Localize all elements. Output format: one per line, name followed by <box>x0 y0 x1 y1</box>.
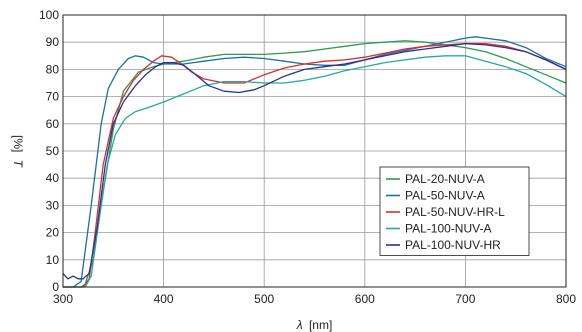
y-axis-unit: [%] <box>11 135 25 152</box>
y-tick-label-70: 70 <box>46 90 60 104</box>
y-tick-label-50: 50 <box>46 144 60 158</box>
x-tick-label-300: 300 <box>53 292 73 306</box>
y-tick-label-90: 90 <box>46 35 60 49</box>
series-line-pal-50-nuv-a <box>63 36 567 288</box>
x-tick-label-400: 400 <box>154 292 174 306</box>
x-tick-label-800: 800 <box>556 292 576 306</box>
series-line-pal-100-nuv-a <box>63 55 567 288</box>
x-axis-unit: [nm] <box>309 318 332 332</box>
x-axis-symbol: λ <box>296 318 303 332</box>
x-tick-label-700: 700 <box>455 292 475 306</box>
y-tick-label-10: 10 <box>46 253 60 267</box>
x-tick-labels: 300 400 500 600 700 800 <box>53 292 576 306</box>
plot-frame <box>62 14 567 288</box>
x-axis-title: λ [nm] <box>296 318 333 332</box>
y-tick-label-100: 100 <box>39 8 59 22</box>
y-tick-label-0: 0 <box>52 280 59 294</box>
y-tick-label-80: 80 <box>46 62 60 76</box>
series-line-pal-100-nuv-hr <box>62 42 567 280</box>
y-tick-labels: 0 10 20 30 40 50 60 70 80 90 100 <box>39 8 59 294</box>
legend-label-pal-50-nuv-a: PAL-50-NUV-A <box>405 189 485 203</box>
series-line-pal-20-nuv-a <box>63 40 567 288</box>
legend-label-pal-20-nuv-a: PAL-20-NUV-A <box>405 172 485 186</box>
y-axis-title: [%] T <box>11 135 25 169</box>
legend: PAL-20-NUV-A PAL-50-NUV-A PAL-50-NUV-HR-L P… <box>379 166 530 256</box>
legend-box <box>379 166 530 256</box>
y-tick-label-40: 40 <box>46 171 60 185</box>
y-tick-label-20: 20 <box>46 226 60 240</box>
y-tick-label-60: 60 <box>46 117 60 131</box>
y-tick-label-30: 30 <box>46 198 60 212</box>
x-tick-label-600: 600 <box>355 292 375 306</box>
x-tick-label-500: 500 <box>254 292 274 306</box>
legend-label-pal-50-nuv-hr-l: PAL-50-NUV-HR-L <box>405 205 505 219</box>
legend-label-pal-100-nuv-a: PAL-100-NUV-A <box>405 222 491 236</box>
series-lines <box>62 36 567 288</box>
y-axis-symbol: T <box>11 160 25 169</box>
legend-label-pal-100-nuv-hr: PAL-100-NUV-HR <box>405 238 501 252</box>
